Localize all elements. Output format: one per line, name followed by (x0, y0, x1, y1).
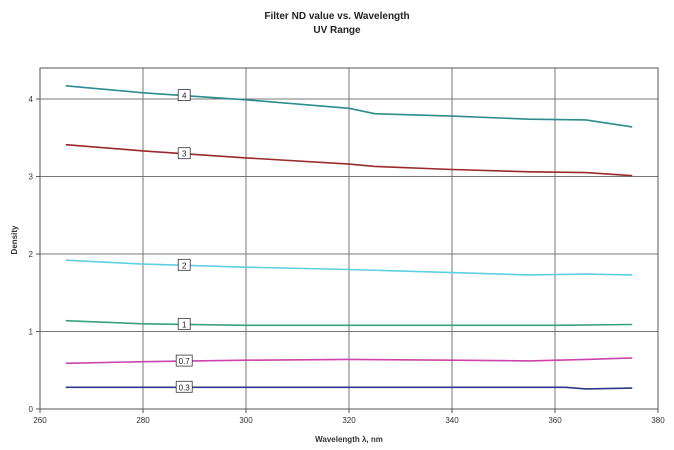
y-axis-ticks: 0 1 2 3 4 (29, 95, 40, 414)
chart-subtitle: UV Range (313, 25, 361, 36)
series-label-1: 1 (182, 320, 187, 329)
x-tick-label: 280 (136, 416, 150, 425)
series-labels: 4 3 2 1 0.7 0.3 (175, 89, 193, 393)
series-label-box (177, 89, 191, 101)
series-label-box (177, 258, 191, 271)
chart-title: Filter ND value vs. Wavelength (264, 11, 409, 22)
series-label-box (175, 380, 193, 393)
y-tick-label: 0 (29, 405, 34, 414)
x-axis-label: Wavelength λ, nm (315, 435, 383, 444)
series-label-4: 4 (182, 92, 187, 101)
x-tick-label: 300 (239, 416, 253, 425)
series-line-0.7 (65, 357, 633, 365)
y-tick-label: 3 (29, 173, 34, 182)
series-label-0.7: 0.7 (179, 357, 191, 366)
y-tick-label: 4 (29, 95, 34, 104)
series-line-0.3 (65, 386, 633, 390)
x-tick-label: 340 (445, 416, 459, 425)
series-label-0.3: 0.3 (179, 383, 191, 392)
x-axis-ticks: 260 280 300 320 340 360 380 (33, 409, 665, 425)
y-axis-label: Density (10, 225, 19, 254)
series-line-1 (65, 319, 633, 327)
series-label-3: 3 (182, 150, 187, 159)
series-lines (65, 85, 633, 390)
series-label-box (175, 354, 193, 367)
series-label-box (177, 317, 191, 330)
x-tick-label: 260 (33, 416, 47, 425)
series-line-4 (65, 85, 633, 128)
series-line-3 (65, 143, 633, 177)
series-label-box (177, 147, 191, 160)
series-line-2 (65, 259, 633, 276)
x-tick-label: 360 (548, 416, 562, 425)
x-tick-label: 320 (342, 416, 356, 425)
y-tick-label: 1 (29, 328, 34, 337)
series-label-2: 2 (182, 261, 187, 270)
x-tick-label: 380 (651, 416, 665, 425)
y-tick-label: 2 (29, 250, 34, 259)
